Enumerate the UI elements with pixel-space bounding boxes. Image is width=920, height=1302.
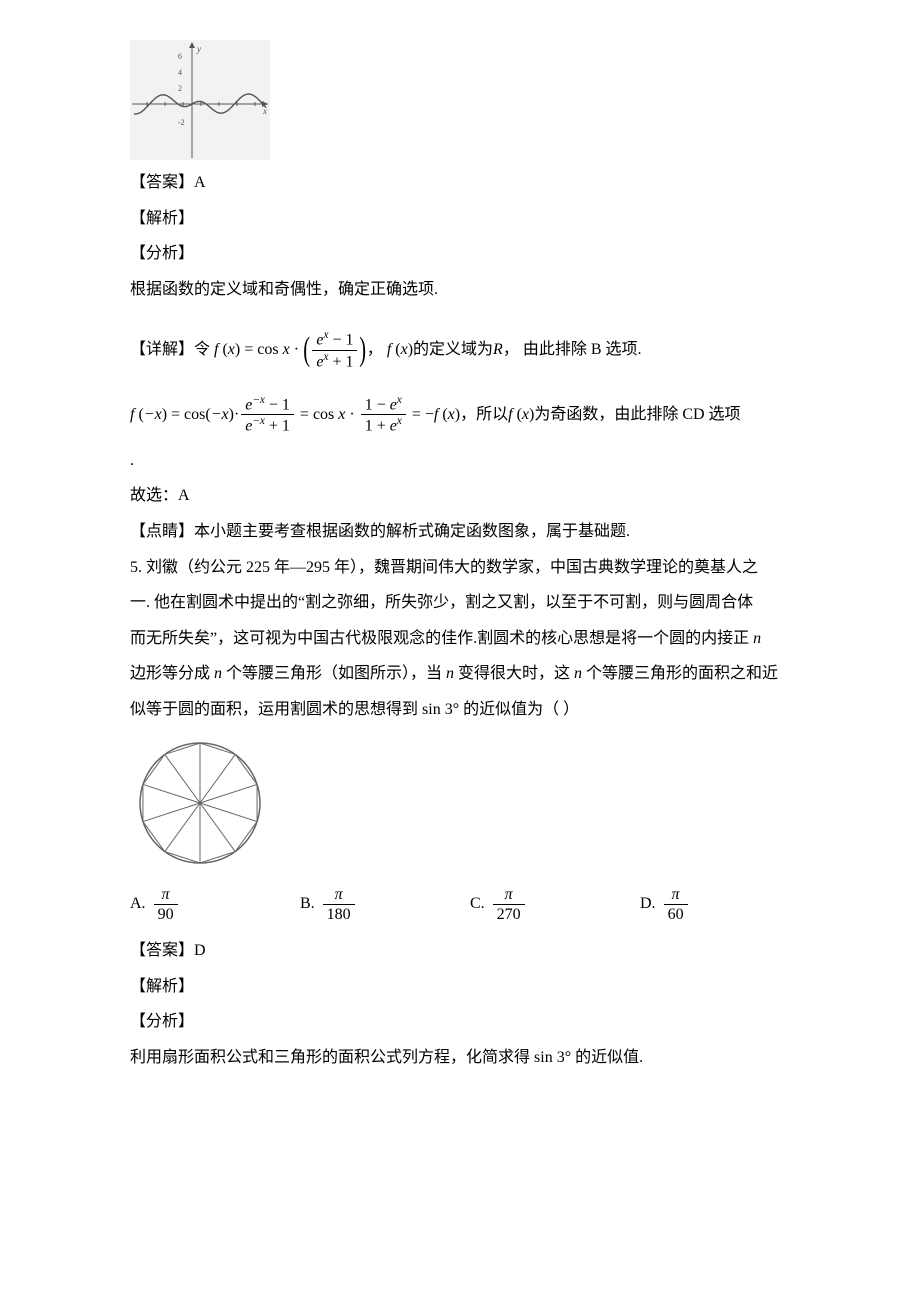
q5-sin: sin 3° [422,701,459,718]
option-label: A. [130,887,146,921]
option-label: D. [640,887,656,921]
q4-fenxi-label: 【分析】 [130,237,810,271]
svg-text:4: 4 [178,68,182,77]
detail-prefix: 【详解】令 [130,333,210,367]
q5-fenxi-b: 的近似值. [575,1049,643,1066]
option-A: A.π90 [130,885,300,924]
option-label: C. [470,887,485,921]
line2-mid: ，所以 [460,398,508,432]
q4-answer: 【答案】A [130,166,810,200]
q5-jiexi-label: 【解析】 [130,970,810,1004]
period: . [130,444,810,478]
q5-stem-4c: 变得很大时，这 [458,665,574,682]
q5-stem-4d: 个等腰三角形的面积之和近 [586,665,778,682]
q5-fenxi-text: 利用扇形面积公式和三角形的面积公式列方程，化简求得 sin 3° 的近似值. [130,1041,810,1075]
q4-fenxi-text: 根据函数的定义域和奇偶性，确定正确选项. [130,273,810,307]
q5-stem-4b: 个等腰三角形（如图所示），当 [226,665,446,682]
svg-text:y: y [196,44,201,54]
q4-detail-line1: 【详解】令 f (x) = cos x · ( ex − 1 ex + 1 ) … [130,314,810,385]
q5-fenxi-label: 【分析】 [130,1005,810,1039]
q4-dianjing: 【点睛】本小题主要考查根据函数的解析式确定函数图象，属于基础题. [130,515,810,549]
line2-suffix: 为奇函数，由此排除 CD 选项 [534,398,740,432]
detail-mid: 的定义域为 [413,333,493,367]
q5-stem-5b: 的近似值为（ ） [463,701,579,718]
q5-answer: 【答案】D [130,934,810,968]
option-C: C.π270 [470,885,640,924]
q4-guxuan: 故选：A [130,479,810,513]
detail-R: R [493,333,503,367]
q5-stem-2: 一. 他在割圆术中提出的“割之弥细，所失弥少，割之又割，以至于不可割，则与圆周合… [130,586,810,620]
svg-text:2: 2 [178,84,182,93]
option-label: B. [300,887,315,921]
option-D: D.π60 [640,885,810,924]
q5-stem-4: 边形等分成 n 个等腰三角形（如图所示），当 n 变得很大时，这 n 个等腰三角… [130,657,810,691]
function-graph: y x 6 4 2 -2 [130,40,270,160]
q5-stem-3: 而无所失矣”，这可视为中国古代极限观念的佳作.割圆术的核心思想是将一个圆的内接正… [130,622,810,656]
q5-fenxi-sin: sin 3° [534,1049,571,1066]
q4-detail-line2: f (−x) = cos(−x) · e−x − 1 e−x + 1 = cos… [130,394,810,436]
svg-text:x: x [262,106,267,116]
detail-suffix: ， 由此排除 B 选项. [503,333,642,367]
q5-stem-1: 5. 刘徽（约公元 225 年—295 年），魏晋期间伟大的数学家，中国古典数学… [130,551,810,585]
q5-stem-3a: 而无所失矣”，这可视为中国古代极限观念的佳作.割圆术的核心思想是将一个圆的内接正 [130,630,753,647]
svg-text:6: 6 [178,52,182,61]
circle-diagram [130,733,270,873]
q5-fenxi-a: 利用扇形面积公式和三角形的面积公式列方程，化简求得 [130,1049,534,1066]
q5-options: A.π90B.π180C.π270D.π60 [130,885,810,924]
option-B: B.π180 [300,885,470,924]
q5-stem-5a: 似等于圆的面积，运用割圆术的思想得到 [130,701,422,718]
q5-stem-5: 似等于圆的面积，运用割圆术的思想得到 sin 3° 的近似值为（ ） [130,693,810,727]
q5-stem-4a: 边形等分成 [130,665,214,682]
q4-jiexi-label: 【解析】 [130,202,810,236]
svg-text:-2: -2 [178,118,185,127]
